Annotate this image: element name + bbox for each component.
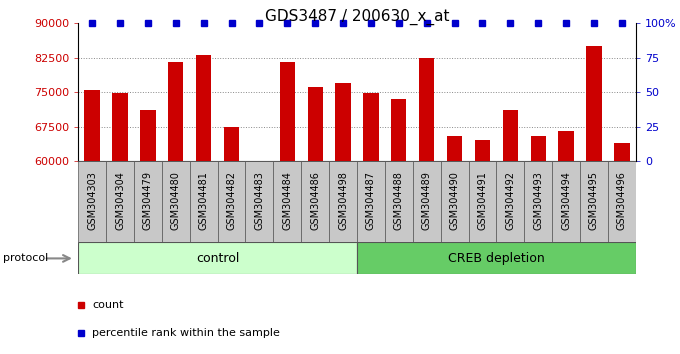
Text: CREB depletion: CREB depletion <box>448 252 545 265</box>
Text: protocol: protocol <box>3 253 49 263</box>
Text: control: control <box>196 252 239 265</box>
Text: GSM304480: GSM304480 <box>171 171 181 230</box>
Bar <box>558 131 574 354</box>
Text: GSM304303: GSM304303 <box>87 171 97 230</box>
Text: GSM304481: GSM304481 <box>199 171 209 230</box>
Bar <box>357 161 385 242</box>
Bar <box>475 140 490 354</box>
Bar <box>614 143 630 354</box>
Text: GSM304488: GSM304488 <box>394 171 404 230</box>
Text: count: count <box>92 299 124 310</box>
Text: GSM304304: GSM304304 <box>115 171 125 230</box>
Bar <box>447 136 462 354</box>
Bar <box>168 62 184 354</box>
Text: GSM304487: GSM304487 <box>366 171 376 230</box>
Bar <box>363 93 379 354</box>
Text: GSM304491: GSM304491 <box>477 171 488 230</box>
Bar <box>413 161 441 242</box>
Bar <box>329 161 357 242</box>
Text: GSM304479: GSM304479 <box>143 171 153 230</box>
Bar <box>245 161 273 242</box>
Bar <box>608 161 636 242</box>
Text: GSM304496: GSM304496 <box>617 171 627 230</box>
Bar <box>252 161 267 354</box>
Text: GSM304492: GSM304492 <box>505 171 515 230</box>
Bar <box>218 161 245 242</box>
Text: GSM304498: GSM304498 <box>338 171 348 230</box>
Bar <box>78 242 357 274</box>
Bar <box>586 46 602 354</box>
Text: GSM304493: GSM304493 <box>533 171 543 230</box>
Bar <box>496 161 524 242</box>
Bar <box>335 83 351 354</box>
Text: GSM304495: GSM304495 <box>589 171 599 230</box>
Bar <box>503 110 518 354</box>
Bar <box>106 161 134 242</box>
Bar <box>441 161 469 242</box>
Bar <box>162 161 190 242</box>
Text: GSM304494: GSM304494 <box>561 171 571 230</box>
Text: GSM304486: GSM304486 <box>310 171 320 230</box>
Bar <box>552 161 580 242</box>
Bar <box>279 62 295 354</box>
Text: GSM304484: GSM304484 <box>282 171 292 230</box>
Bar <box>357 242 636 274</box>
Bar <box>385 161 413 242</box>
Bar <box>307 87 323 354</box>
Bar <box>580 161 608 242</box>
Bar <box>419 57 435 354</box>
Text: GSM304482: GSM304482 <box>226 171 237 230</box>
Bar <box>190 161 218 242</box>
Bar <box>524 161 552 242</box>
Bar <box>391 99 407 354</box>
Text: GDS3487 / 200630_x_at: GDS3487 / 200630_x_at <box>265 9 449 25</box>
Bar <box>301 161 329 242</box>
Bar <box>196 55 211 354</box>
Bar <box>273 161 301 242</box>
Text: GSM304483: GSM304483 <box>254 171 265 230</box>
Bar <box>78 161 106 242</box>
Text: percentile rank within the sample: percentile rank within the sample <box>92 327 280 338</box>
Bar <box>84 90 100 354</box>
Bar <box>224 127 239 354</box>
Bar <box>530 136 546 354</box>
Bar <box>134 161 162 242</box>
Bar <box>140 110 156 354</box>
Text: GSM304489: GSM304489 <box>422 171 432 230</box>
Bar <box>469 161 496 242</box>
Text: GSM304490: GSM304490 <box>449 171 460 230</box>
Bar <box>112 93 128 354</box>
